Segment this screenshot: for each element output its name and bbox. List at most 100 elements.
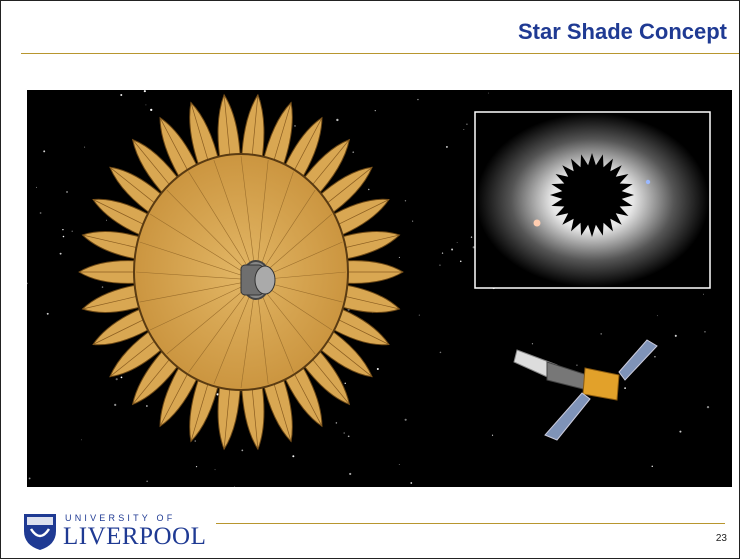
star [374,110,376,112]
star [704,331,706,333]
petal-vein [271,376,292,442]
university-crest [24,514,56,550]
star [143,90,146,93]
star [706,405,710,409]
spoke [213,159,257,281]
star [145,104,147,106]
star [439,264,441,266]
star [463,129,465,130]
star [347,435,350,438]
petal-vein [290,117,323,177]
petal-vein [132,353,175,405]
spoke [135,271,257,281]
petal-vein [190,102,211,168]
star [195,466,198,468]
telescope [240,260,276,300]
star [398,256,400,258]
star [150,108,153,112]
star [656,315,658,317]
planet [533,219,541,227]
star [66,191,68,193]
petal-vein [332,316,390,345]
petal-vein [223,381,231,450]
star [120,94,123,97]
star [439,351,442,354]
star [352,151,355,153]
petal-vein [159,367,192,427]
star [418,314,420,316]
star [115,378,118,381]
star [376,367,379,371]
star [114,403,117,407]
petal-vein [321,167,373,208]
star [216,393,219,396]
petal-vein [92,316,150,345]
petal-vein [251,94,259,163]
star [39,212,42,214]
petal-vein [109,336,161,377]
star [417,98,419,101]
star [59,252,62,255]
starshade-illustration [27,90,732,487]
petal-vein [290,367,323,427]
star [531,343,534,345]
petal-vein [321,336,373,377]
page-number: 23 [715,533,727,544]
petal-vein [332,199,390,228]
footer-rule [216,523,725,524]
star [335,422,338,424]
petal-vein [82,234,144,250]
star [336,118,339,122]
star [343,432,345,434]
star [28,477,31,480]
star [241,449,244,452]
star [344,382,346,384]
star [27,282,28,285]
star [146,480,148,483]
star [234,486,236,487]
petal-vein [190,376,211,442]
star [105,219,107,221]
spoke [255,159,269,281]
petal-vein [109,167,161,208]
star [35,186,37,188]
star [398,463,400,465]
shade-silhouette [550,153,634,237]
star [194,440,197,442]
petal-vein [92,199,150,228]
title-rule [21,53,739,54]
star [472,246,475,249]
liverpool: LIVERPOOL [63,523,207,550]
spacecraft [513,339,658,441]
star [491,434,494,436]
star [404,418,407,421]
star [146,405,148,407]
star [84,146,86,148]
planet [645,179,651,185]
petal-vein [338,234,400,250]
star [410,482,413,484]
star [679,430,682,433]
star [62,235,65,238]
spoke [139,279,257,303]
star [294,125,296,127]
spoke [149,213,257,281]
star [62,228,64,231]
star [120,376,123,379]
star [576,364,578,366]
slide-title: Star Shade Concept [517,19,727,44]
spoke [240,155,257,281]
petals [78,93,404,451]
star [487,92,489,94]
star [470,236,473,238]
petal-vein [338,294,400,310]
petal-vein [271,102,292,168]
star [368,188,370,191]
star [404,200,407,202]
petal-vein [132,139,175,191]
star [624,387,626,390]
star [101,286,104,288]
star [412,220,414,222]
spoke [166,189,257,281]
